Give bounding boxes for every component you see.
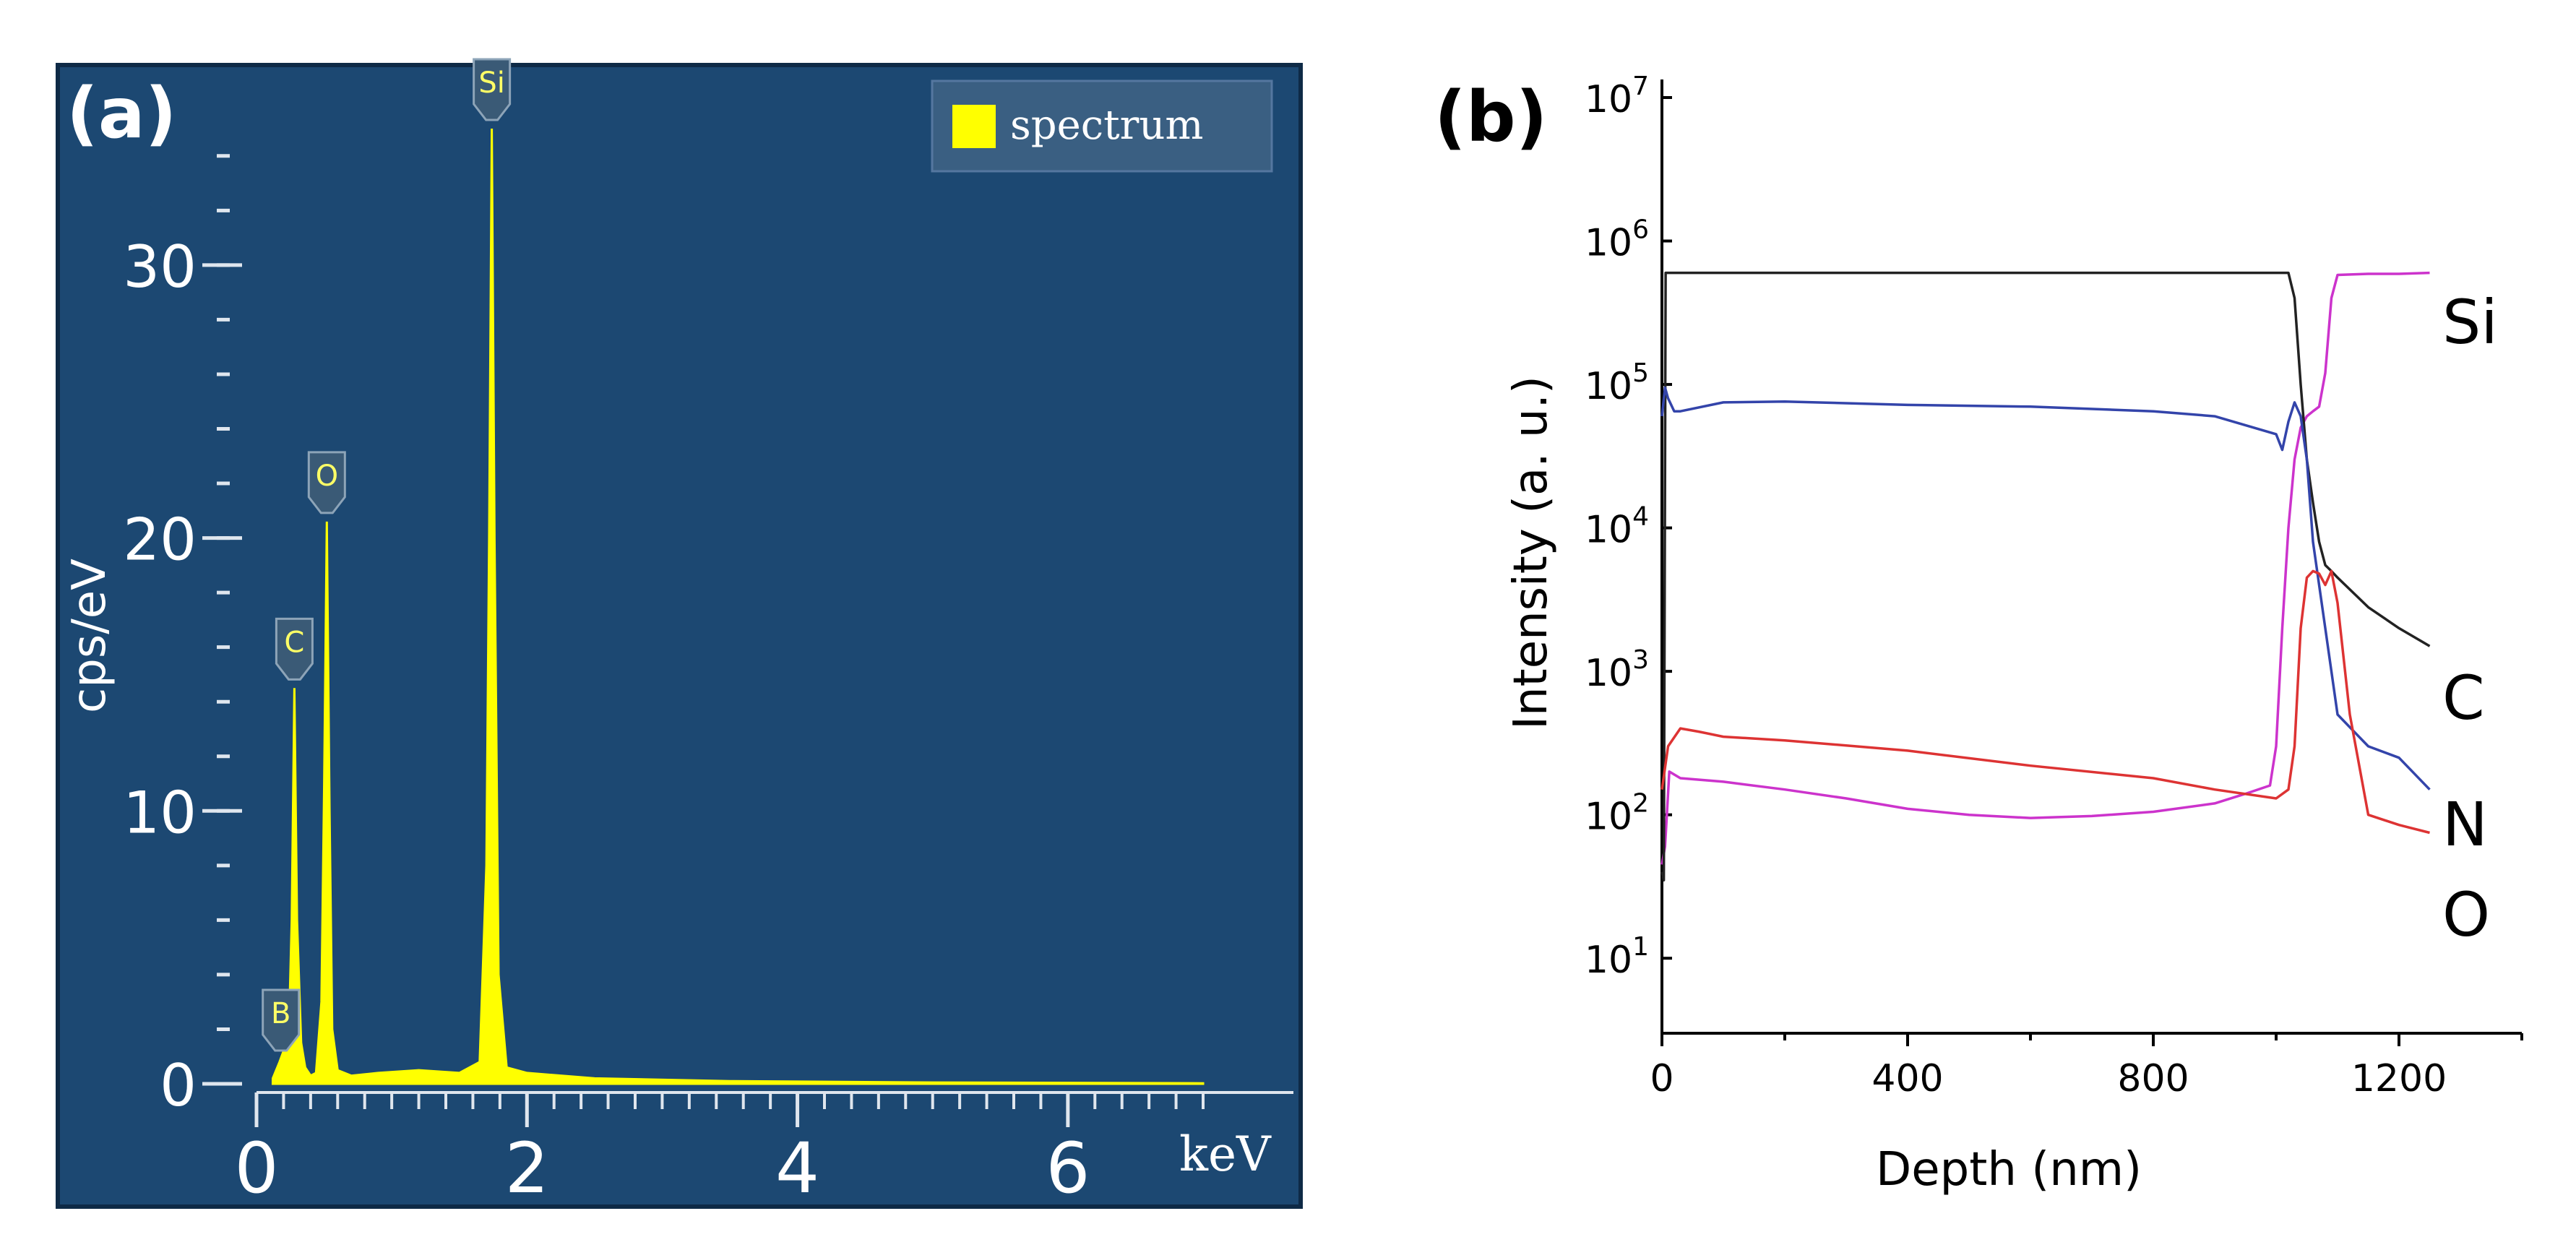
panel-a-frame [56, 63, 1303, 1209]
panel-b-depth-profile: (b) 101 102 103 104 105 106 107 0 400 800 1200 Si C… [1434, 72, 2523, 1197]
y-tick-label: 0 [160, 1052, 197, 1119]
legend-swatch [952, 105, 996, 148]
peak-tag [275, 617, 314, 681]
peak-label-o: O [307, 451, 346, 514]
peak-label-c: C [275, 617, 314, 681]
legend-label: spectrum [1010, 102, 1204, 149]
peak-tag-text: Si [478, 66, 505, 100]
x-tick-label: 800 [2117, 1057, 2189, 1100]
peak-tag [262, 988, 301, 1052]
x-tick-label: 0 [1650, 1057, 1673, 1100]
x-tick-label: 4 [775, 1128, 819, 1209]
peak-tag [307, 451, 346, 514]
x-tick-label: 2 [505, 1128, 549, 1209]
peak-tag-text: B [271, 997, 290, 1030]
panel-b-label: (b) [1434, 77, 1547, 158]
y-tick-label: 106 [1585, 215, 1649, 265]
y-tick-label: 101 [1585, 932, 1649, 982]
y-tick-label: 105 [1585, 358, 1649, 408]
series-label-o: O [2442, 879, 2490, 950]
panel-b-series-labels: Si CNO [2442, 287, 2498, 950]
x-tick-label: 0 [234, 1128, 278, 1209]
panel-a-legend: spectrum [931, 79, 1273, 173]
panel-b-axes: 101 102 103 104 105 106 107 0 400 800 1200 [1585, 72, 2523, 1100]
panel-a-y-axis-label: cps/eV [63, 559, 116, 713]
series-label-n: N [2442, 789, 2488, 860]
series-line-c [1660, 271, 2431, 882]
peak-tag-text: O [316, 460, 338, 493]
panel-b-y-axis-label: Intensity (a. u.) [1504, 376, 1558, 730]
y-tick-label: 102 [1585, 789, 1649, 839]
peak-label-si: Si [473, 58, 512, 121]
series-label-si: Si [2442, 287, 2498, 358]
panel-a-background [58, 65, 1301, 1207]
spectrum-trace [271, 128, 1205, 1085]
panel-a-label: (a) [66, 73, 177, 154]
x-tick-label: 6 [1046, 1128, 1090, 1209]
peak-tag-text: C [284, 626, 304, 659]
panel-a-trace-group: B C O Si [262, 58, 1205, 1085]
x-tick-label: 400 [1871, 1057, 1943, 1100]
x-tick-label: 1200 [2351, 1057, 2447, 1100]
series-line-n [1660, 386, 2431, 790]
y-tick-label: 20 [123, 507, 197, 574]
y-tick-label: 103 [1585, 645, 1649, 695]
y-tick-label: 30 [123, 233, 197, 301]
series-line-si [1660, 271, 2430, 865]
y-tick-label: 10 [123, 779, 197, 846]
series-label-c: C [2442, 663, 2485, 733]
x-axis-unit-label: keV [1179, 1126, 1272, 1182]
y-tick-label: 104 [1585, 502, 1649, 552]
panel-a-axes: 0 10 20 30 0 2 4 6 keV [123, 154, 1293, 1209]
y-tick-label: 107 [1585, 72, 1649, 121]
panel-b-x-axis-label: Depth (nm) [1876, 1143, 2142, 1197]
panel-a-eds-spectrum: (a) 0 10 20 30 0 2 4 6 keV B C O Si cps/eV spectrum [56, 58, 1303, 1209]
panel-b-series-group [1660, 271, 2431, 882]
series-line-o [1660, 569, 2430, 835]
peak-label-b: B [262, 988, 301, 1052]
peak-tag [473, 58, 512, 121]
